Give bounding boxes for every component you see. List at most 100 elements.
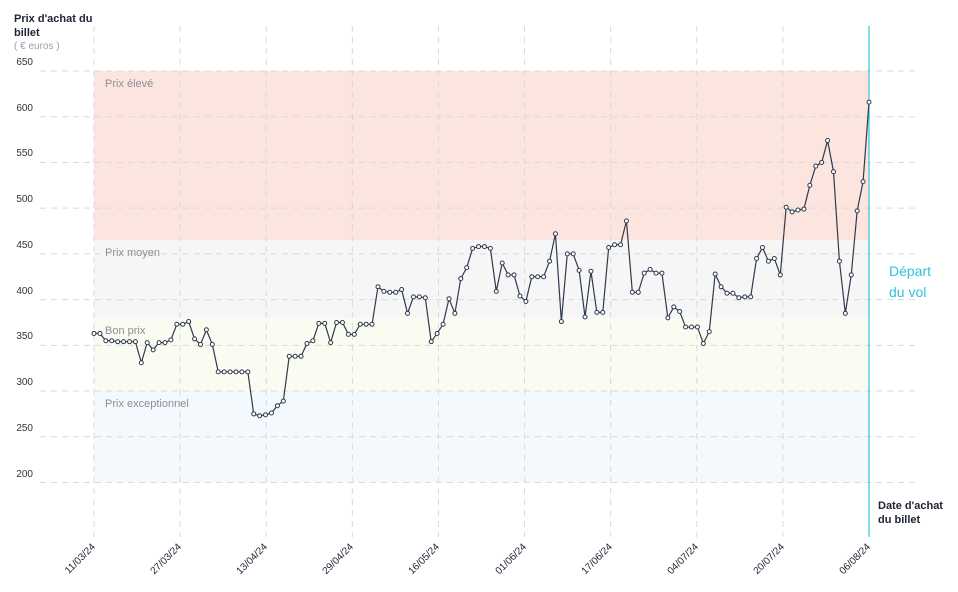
price-point [286,353,292,359]
price-point [215,369,221,375]
y-tick-label: 650 [16,57,33,68]
y-tick-label: 350 [16,331,33,343]
price-point [464,265,470,271]
price-point [836,258,842,264]
price-point [499,260,505,266]
price-point [428,339,434,345]
zone-band [94,71,869,241]
price-point [848,272,854,278]
price-point [393,289,399,295]
price-point [399,287,405,293]
price-point [783,204,789,210]
price-point [103,338,109,344]
price-point [410,294,416,300]
y-tick-label: 550 [16,148,33,160]
price-point [552,231,558,237]
price-point [683,324,689,330]
y-tick-label: 300 [16,377,33,389]
y-tick-label: 250 [16,422,33,434]
price-point [594,309,600,315]
price-point [257,413,263,419]
price-point [310,338,316,344]
price-point [138,360,144,366]
price-point [665,315,671,321]
price-point [629,289,635,295]
price-point [600,309,606,315]
price-point [280,398,286,404]
price-point [369,321,375,327]
y-tick-label: 200 [16,468,33,480]
price-point [541,274,547,280]
price-point [570,251,576,257]
zone-label: Bon prix [105,324,146,337]
price-point [765,258,771,264]
price-point [647,266,653,272]
price-point [144,340,150,346]
price-point [298,353,304,359]
y-axis-label: Prix d'achat du billet [14,13,93,39]
price-point [777,272,783,278]
price-point [422,295,428,301]
price-point [854,208,860,214]
price-point [718,284,724,290]
price-point [476,244,482,250]
price-point [304,341,310,346]
price-point [345,331,351,337]
price-point [416,294,422,300]
price-point [268,410,274,416]
price-point [197,341,203,347]
price-point [588,268,594,274]
price-point [659,270,665,276]
price-point [623,218,629,224]
zone-band [94,317,869,392]
price-point [860,179,866,185]
price-point [730,290,736,296]
price-point [251,411,257,417]
x-axis-label: Date d'achat du billet [878,500,943,526]
price-point [819,159,825,165]
y-tick-label: 450 [16,239,33,251]
price-point [842,310,848,316]
departure-annotation: Départ du vol [889,263,932,300]
price-point [635,289,641,295]
price-point [487,245,493,251]
price-point [481,244,487,250]
price-point [440,321,446,327]
price-point [292,353,298,359]
price-point [825,138,831,143]
price-point [789,209,795,215]
price-point [641,270,647,276]
price-point [771,255,777,261]
price-point [328,340,334,346]
price-point [866,99,872,105]
price-point [801,206,807,212]
price-point [127,339,132,345]
price-point [434,330,440,336]
price-point [564,251,570,257]
y-tick-label: 400 [16,285,33,297]
price-point [831,169,836,175]
price-point [535,274,541,280]
price-point [203,327,209,333]
price-point [724,290,730,296]
zone-label: Prix moyen [105,247,161,260]
price-point [316,320,322,326]
price-point [813,163,819,169]
price-point [748,294,754,300]
price-point [511,272,517,278]
price-point [150,347,156,353]
price-zones [94,71,869,483]
price-point [618,242,624,248]
price-point [180,321,186,327]
price-point [168,337,174,343]
price-point [91,330,97,336]
price-point [694,324,700,330]
price-point [712,271,718,277]
price-point [339,319,345,325]
price-point [505,272,511,278]
price-point [736,295,742,301]
price-point [227,369,233,375]
price-point [523,298,529,304]
zone-label: Prix élevé [105,78,154,90]
